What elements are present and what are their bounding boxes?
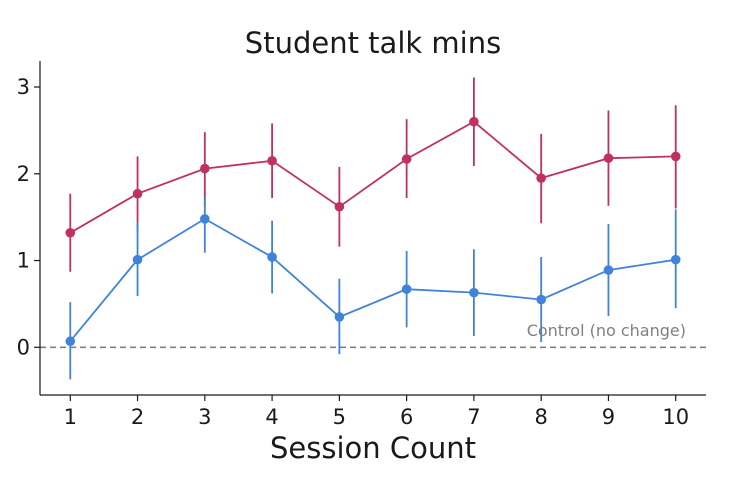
series-line [69,217,676,342]
data-point [670,254,681,265]
series-2 [65,198,681,380]
data-point [670,151,681,162]
data-point [401,284,412,294]
x-axis-label: Session Count [270,431,476,465]
data-point [469,287,479,298]
y-tick-label: 0 [17,335,30,359]
data-point [267,252,277,262]
x-tick-label: 2 [131,405,144,429]
data-point [536,173,546,183]
data-point [469,116,479,127]
x-tick-label: 7 [467,405,480,429]
reference-line-label: Control (no change) [527,321,686,340]
x-tick-label: 1 [64,405,77,429]
series-layer [65,77,681,380]
series-line [69,120,676,234]
data-point [65,336,76,347]
y-tick-label: 2 [17,162,30,186]
data-point [603,265,614,275]
x-tick-label: 5 [333,405,346,429]
data-point [200,214,210,224]
x-tick-label: 9 [602,405,615,429]
x-tick-label: 10 [662,405,689,429]
y-tick-label: 1 [17,249,30,273]
data-point [65,227,76,238]
data-point [536,294,546,305]
y-tick-label: 3 [17,75,30,99]
data-point [603,153,614,163]
x-tick-label: 6 [400,405,413,429]
x-tick-label: 4 [265,405,278,429]
data-point [267,155,277,166]
ticks-layer: 1 2 3 4 5 6 7 8 9 10 0 1 2 3 [17,75,689,429]
data-point [334,201,345,212]
data-point [200,163,210,174]
data-point [132,188,143,199]
series-1 [65,77,681,272]
data-point [334,312,345,322]
chart-title: Student talk mins [245,26,501,60]
data-point [132,254,143,265]
x-tick-label: 3 [198,405,211,429]
x-tick-label: 8 [534,405,547,429]
data-point [401,154,412,164]
